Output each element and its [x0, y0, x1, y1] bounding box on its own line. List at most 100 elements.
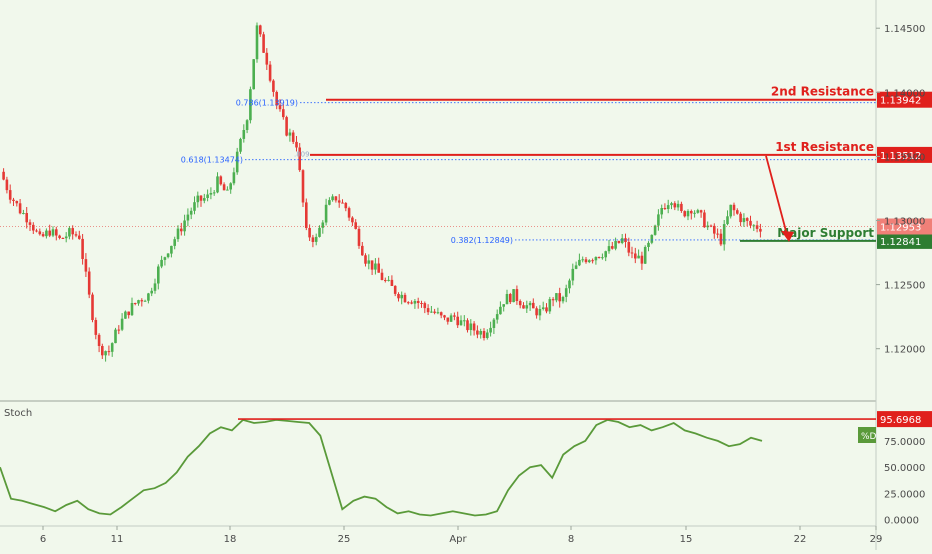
candle-body [357, 228, 361, 246]
candle-body [199, 195, 203, 201]
candle-body [87, 271, 91, 295]
candle-body [150, 290, 153, 294]
candle-body [370, 260, 374, 270]
candle-body [522, 305, 525, 309]
candle-body [104, 351, 107, 356]
candle-body [611, 246, 614, 249]
candle-body [91, 294, 94, 320]
candle-body [74, 234, 78, 236]
price-tag: 1.12841 [880, 237, 921, 248]
stoch-tick-label: 75.0000 [884, 437, 925, 448]
candle-body [518, 301, 522, 306]
candle-body [643, 247, 647, 264]
current-price-tag: 1.12953 [880, 223, 921, 234]
price-tick-label: 1.13500 [884, 152, 925, 163]
candle-body [58, 235, 61, 238]
candle-body [278, 105, 282, 110]
candle-body [314, 236, 318, 242]
candle-body [291, 132, 295, 142]
candle-body [660, 208, 663, 215]
candle-body [55, 229, 58, 236]
candle-body [699, 210, 703, 213]
candle-body [410, 302, 413, 304]
candle-body [597, 257, 601, 258]
candle-body [209, 193, 213, 195]
price-tick-label: 1.13000 [884, 217, 925, 228]
candle-body [147, 293, 150, 301]
fib-level-label: 0.618(1.13474) [181, 156, 243, 165]
stoch-tick-label: 50.0000 [884, 463, 925, 474]
candle-body [219, 176, 223, 185]
candle-body [311, 237, 315, 242]
candle-body [295, 141, 298, 148]
candle-body [614, 241, 617, 249]
candle-body [397, 294, 400, 299]
candle-body [538, 309, 542, 316]
candle-body [64, 236, 68, 239]
candle-body [114, 329, 117, 344]
axes: 1.14500 1.14000 1.13500 1.13000 1.12500 1.120… [40, 24, 926, 545]
candle-body [137, 300, 140, 304]
candle-body [459, 320, 463, 326]
candle-body [318, 227, 321, 237]
candle-body [28, 222, 32, 225]
candle-body [265, 52, 269, 65]
time-tick-label: 18 [224, 534, 237, 545]
candle-body [528, 302, 532, 306]
stoch-tick-label: 25.0000 [884, 490, 925, 501]
candle-body [232, 172, 236, 184]
candle-body [331, 196, 334, 201]
candle-body [120, 318, 124, 330]
candle-body [607, 246, 611, 252]
candle-body [110, 343, 114, 352]
candle-body [143, 300, 147, 302]
candle-body [222, 184, 226, 191]
candle-body [449, 315, 453, 322]
candle-body [680, 203, 683, 211]
candle-body [285, 117, 288, 136]
candle-body [45, 230, 48, 237]
candle-body [384, 280, 387, 281]
candle-body [308, 228, 311, 238]
candle-body [413, 301, 417, 304]
candle-body [706, 225, 709, 228]
candle-body [25, 213, 28, 223]
candle-body [443, 315, 446, 318]
candle-body [729, 204, 732, 217]
candle-body [647, 242, 650, 247]
candle-body [78, 235, 81, 239]
candle-body [107, 351, 111, 353]
candle-body [130, 303, 134, 316]
candle-body [463, 320, 466, 322]
candle-body [561, 297, 565, 302]
candle-body [495, 314, 499, 320]
candle-body [505, 294, 509, 305]
candle-body [492, 319, 496, 328]
candle-body [367, 260, 371, 264]
candle-body [423, 303, 427, 309]
candle-body [97, 334, 101, 346]
candle-body [41, 234, 45, 237]
candle-body [693, 212, 696, 214]
candle-body [617, 241, 621, 243]
stoch-tick-label: 0.0000 [884, 516, 919, 527]
candle-body [525, 305, 529, 309]
time-tick-label: 29 [870, 534, 883, 545]
price-tag-bg [877, 232, 932, 249]
candle-body [255, 25, 259, 60]
candle-body [541, 307, 545, 309]
candle-body [719, 233, 723, 245]
candle-body [239, 138, 242, 152]
candle-body [588, 260, 591, 263]
stoch-d-line [0, 418, 763, 517]
candle-body [545, 307, 548, 312]
candle-body [259, 25, 262, 35]
candle-body [551, 299, 555, 301]
candle-body [436, 312, 440, 314]
time-tick-label: 11 [111, 534, 124, 545]
candle-body [12, 199, 15, 201]
price-tag-bg [877, 91, 932, 108]
candle-body [486, 332, 489, 338]
candle-body [226, 189, 229, 191]
